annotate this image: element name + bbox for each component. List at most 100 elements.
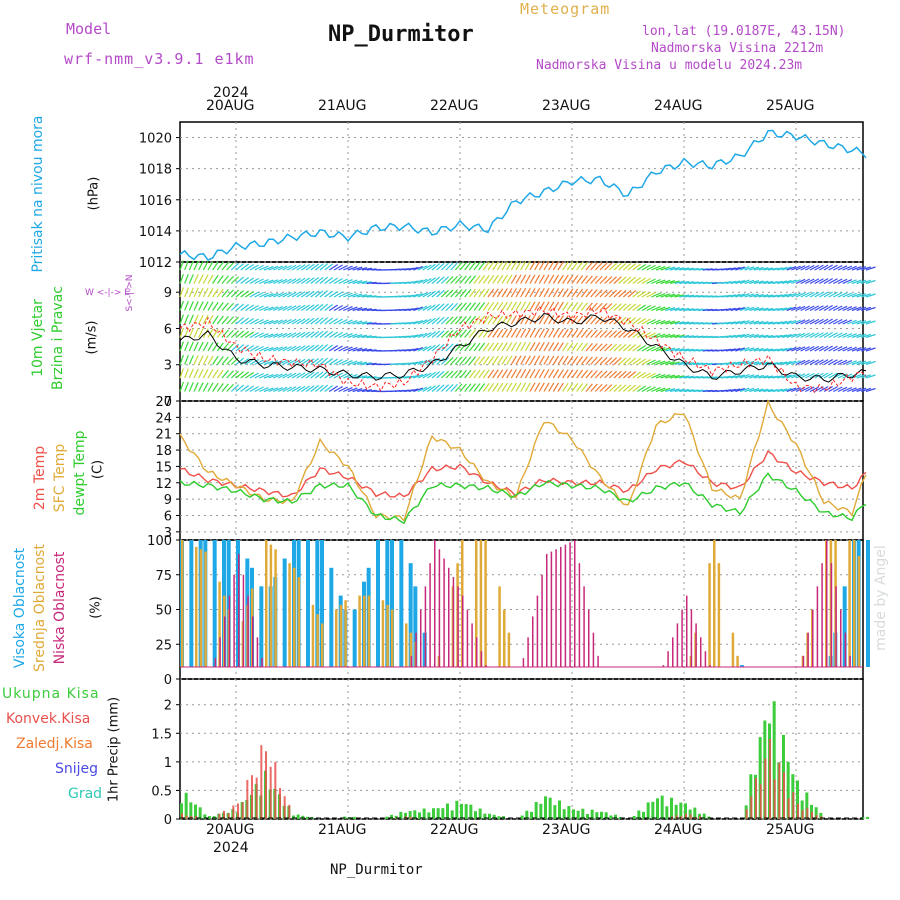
legend-snow: Snijeg (55, 761, 99, 777)
wind-barb (338, 318, 348, 325)
wind-barb (347, 333, 358, 339)
mid-cloud-bar (405, 623, 408, 667)
wind-barb (608, 370, 618, 379)
total-precip-bar (418, 812, 421, 819)
wind-barb (259, 265, 269, 271)
y-tick-label: 1012 (139, 256, 172, 271)
wind-barb (548, 315, 555, 325)
y-tick-label: 25 (155, 638, 172, 653)
wind-barb (608, 276, 618, 284)
mid-cloud-bar (498, 586, 501, 667)
wind-barb (580, 288, 589, 298)
low-cloud-bar (569, 542, 571, 667)
mid-cloud-bar (363, 595, 366, 667)
wind-barb (767, 294, 778, 298)
mid-cloud-bar (181, 540, 184, 667)
low-cloud-bar (690, 609, 693, 667)
mid-cloud-bar (195, 546, 198, 667)
wind-barb (436, 357, 445, 365)
wind-barb (268, 346, 279, 352)
wind-barb (417, 373, 428, 379)
wind-barb (301, 385, 311, 393)
mid-cloud-bar (857, 556, 861, 667)
wind-barb (627, 263, 637, 271)
wind-barb (651, 292, 661, 298)
wind-barb (343, 386, 353, 393)
wind-barb (529, 315, 536, 325)
wind-barb (408, 280, 419, 285)
wind-barb (660, 374, 671, 379)
wind-barb (590, 262, 598, 271)
wind-barb (305, 385, 315, 392)
wind-barb (543, 342, 550, 352)
wind-barb (552, 315, 560, 325)
wind-barb (781, 293, 792, 298)
wind-barb (557, 342, 564, 352)
wind-barb (861, 293, 872, 298)
wind-barb (413, 374, 423, 379)
wind-barb (847, 306, 857, 312)
wind-barb (268, 333, 279, 339)
wind-barb (823, 331, 833, 339)
wind-barb (464, 329, 472, 338)
mid-cloud-bar (853, 540, 856, 667)
wind-barb (828, 372, 838, 379)
wind-barb (786, 333, 797, 339)
wind-barb (492, 261, 499, 271)
wind-barb (529, 261, 536, 271)
wind-barb (693, 281, 704, 285)
wind-barb (482, 342, 490, 352)
wind-barb (301, 304, 311, 312)
wind-barb (179, 368, 184, 379)
y-tick-label: 6 (164, 509, 172, 524)
wind-barb (473, 369, 481, 379)
wind-barb (263, 306, 274, 312)
wind-barb (758, 334, 769, 339)
wind-barb (758, 307, 769, 312)
wind-barb (833, 386, 843, 393)
wind-barb (795, 278, 806, 285)
wind-barb (506, 315, 513, 325)
wind-barb (329, 345, 339, 352)
wind-barb (487, 301, 495, 311)
wind-barb (865, 293, 876, 298)
wind-barb (786, 320, 797, 325)
wind-barb (361, 375, 372, 379)
wind-barb (828, 278, 838, 285)
wind-barb (688, 294, 699, 298)
wind-barb (847, 292, 857, 298)
wind-barb (562, 382, 569, 392)
low-cloud-bar (812, 609, 814, 667)
wind-barb (501, 301, 508, 311)
wind-barb (426, 385, 436, 392)
wind-barb (772, 361, 783, 366)
wind-barb (604, 303, 613, 311)
model-label: Model (66, 20, 112, 38)
wind-barb (744, 333, 755, 339)
wind-barb (604, 343, 613, 352)
wind-barb (847, 265, 857, 271)
total-precip-bar (553, 805, 557, 819)
wind-barb (454, 262, 463, 271)
wind-barb (188, 301, 194, 311)
wind-barb (693, 375, 704, 379)
wind-barb (632, 344, 642, 352)
wind-barb (795, 332, 806, 339)
wind-barb (413, 266, 423, 271)
wind-barb (819, 386, 829, 393)
wind-barb (557, 328, 564, 338)
wind-barb (422, 264, 432, 271)
mid-cloud-bar (218, 581, 221, 667)
wind-barb (851, 360, 862, 366)
wind-barb (319, 330, 329, 338)
y-tick-label: 1014 (139, 225, 172, 240)
wind-barb (571, 288, 579, 298)
low-cloud-bar (564, 544, 567, 667)
wind-barb (618, 343, 627, 352)
wind-barb (529, 355, 536, 365)
wind-barb (819, 291, 829, 298)
wind-barb (245, 372, 255, 379)
wind-barb (343, 278, 353, 285)
wind-barb (431, 303, 441, 311)
wind-barb (268, 292, 279, 298)
